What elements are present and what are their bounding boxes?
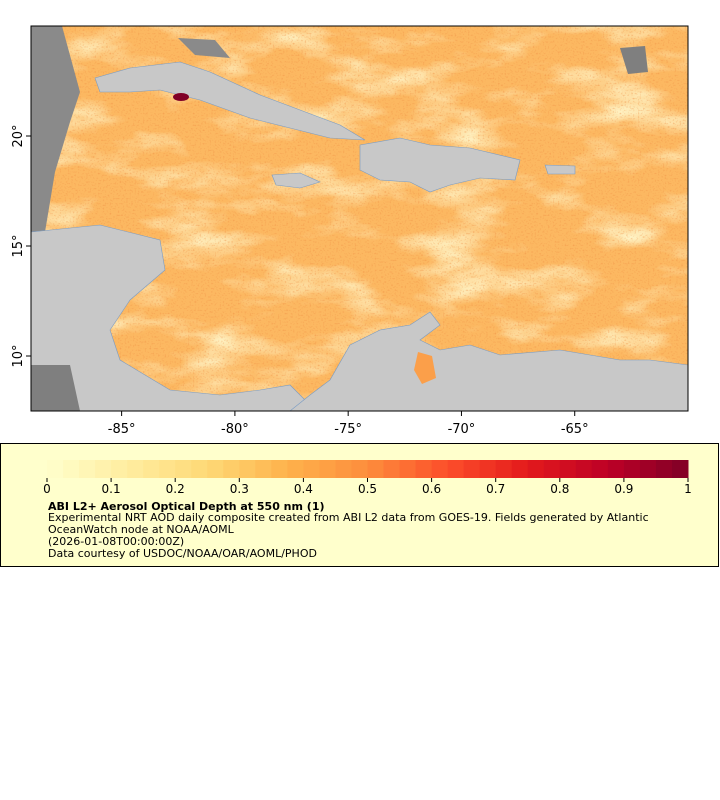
colorbar-step — [447, 460, 465, 478]
colorbar-step — [127, 460, 144, 478]
colorbar-tick-label: 0.6 — [422, 482, 441, 496]
colorbar-step — [383, 460, 401, 478]
map-frame — [30, 25, 689, 412]
colorbar-step — [111, 460, 128, 478]
colorbar-step — [639, 460, 657, 478]
colorbar-step — [367, 460, 385, 478]
map-field — [31, 26, 688, 411]
colorbar-step — [479, 460, 497, 478]
high-aod-patch — [173, 93, 189, 101]
credit: Data courtesy of USDOC/NOAA/OAR/AOML/PHO… — [48, 547, 317, 560]
y-tick-label: 10° — [11, 344, 26, 367]
colorbar-step — [655, 460, 673, 478]
x-tick-label: -75° — [334, 422, 362, 437]
colorbar-step — [671, 460, 689, 478]
colorbar-step — [239, 460, 256, 478]
land — [31, 26, 688, 411]
y-tick-label: 15° — [11, 234, 26, 257]
colorbar-step — [207, 460, 224, 478]
legend-title: ABI L2+ Aerosol Optical Depth at 550 nm … — [48, 500, 325, 513]
colorbar-step — [255, 460, 272, 478]
time: (2026-01-08T00:00:00Z) — [48, 535, 185, 548]
colorbar-step — [591, 460, 609, 478]
colorbar-step — [559, 460, 577, 478]
colorbar-step — [607, 460, 625, 478]
colorbar-step — [575, 460, 593, 478]
colorbar-step — [623, 460, 641, 478]
colorbar-tick-label: 0.8 — [550, 482, 569, 496]
colorbar-tick-label: 0.7 — [486, 482, 505, 496]
colorbar-step — [495, 460, 513, 478]
colorbar-step — [47, 460, 64, 478]
colorbar-step — [159, 460, 176, 478]
colorbar-tick-label: 0.1 — [102, 482, 121, 496]
colorbar-tick-label: 0 — [43, 482, 51, 496]
x-tick-label: -80° — [221, 422, 249, 437]
colorbar-tick-label: 0.5 — [358, 482, 377, 496]
colorbar-tick-label: 0.2 — [166, 482, 185, 496]
colorbar-tick-label: 0.9 — [614, 482, 633, 496]
x-tick-label: -65° — [561, 422, 589, 437]
colorbar-step — [543, 460, 561, 478]
colorbar-step — [175, 460, 192, 478]
colorbar-step — [223, 460, 240, 478]
colorbar-step — [303, 460, 320, 478]
colorbar-step — [351, 460, 368, 478]
colorbar-step — [415, 460, 433, 478]
colorbar-step — [63, 460, 80, 478]
colorbar-step — [335, 460, 352, 478]
colorbar-step — [431, 460, 449, 478]
colorbar-step — [511, 460, 529, 478]
colorbar-step — [79, 460, 96, 478]
description: Experimental NRT AOD daily composite cre… — [48, 511, 649, 536]
colorbar-tick-label: 0.4 — [294, 482, 313, 496]
colorbar-step — [95, 460, 112, 478]
colorbar-step — [399, 460, 417, 478]
colorbar-tick-label: 0.3 — [230, 482, 249, 496]
colorbar-step — [271, 460, 288, 478]
colorbar-step — [143, 460, 160, 478]
colorbar-step — [463, 460, 481, 478]
colorbar-step — [319, 460, 336, 478]
colorbar-step — [527, 460, 545, 478]
colorbar-step — [191, 460, 208, 478]
x-tick-label: -85° — [108, 422, 136, 437]
y-tick-label: 20° — [11, 124, 26, 147]
x-tick-label: -70° — [448, 422, 476, 437]
colorbar-tick-label: 1 — [684, 482, 692, 496]
colorbar-step — [287, 460, 304, 478]
